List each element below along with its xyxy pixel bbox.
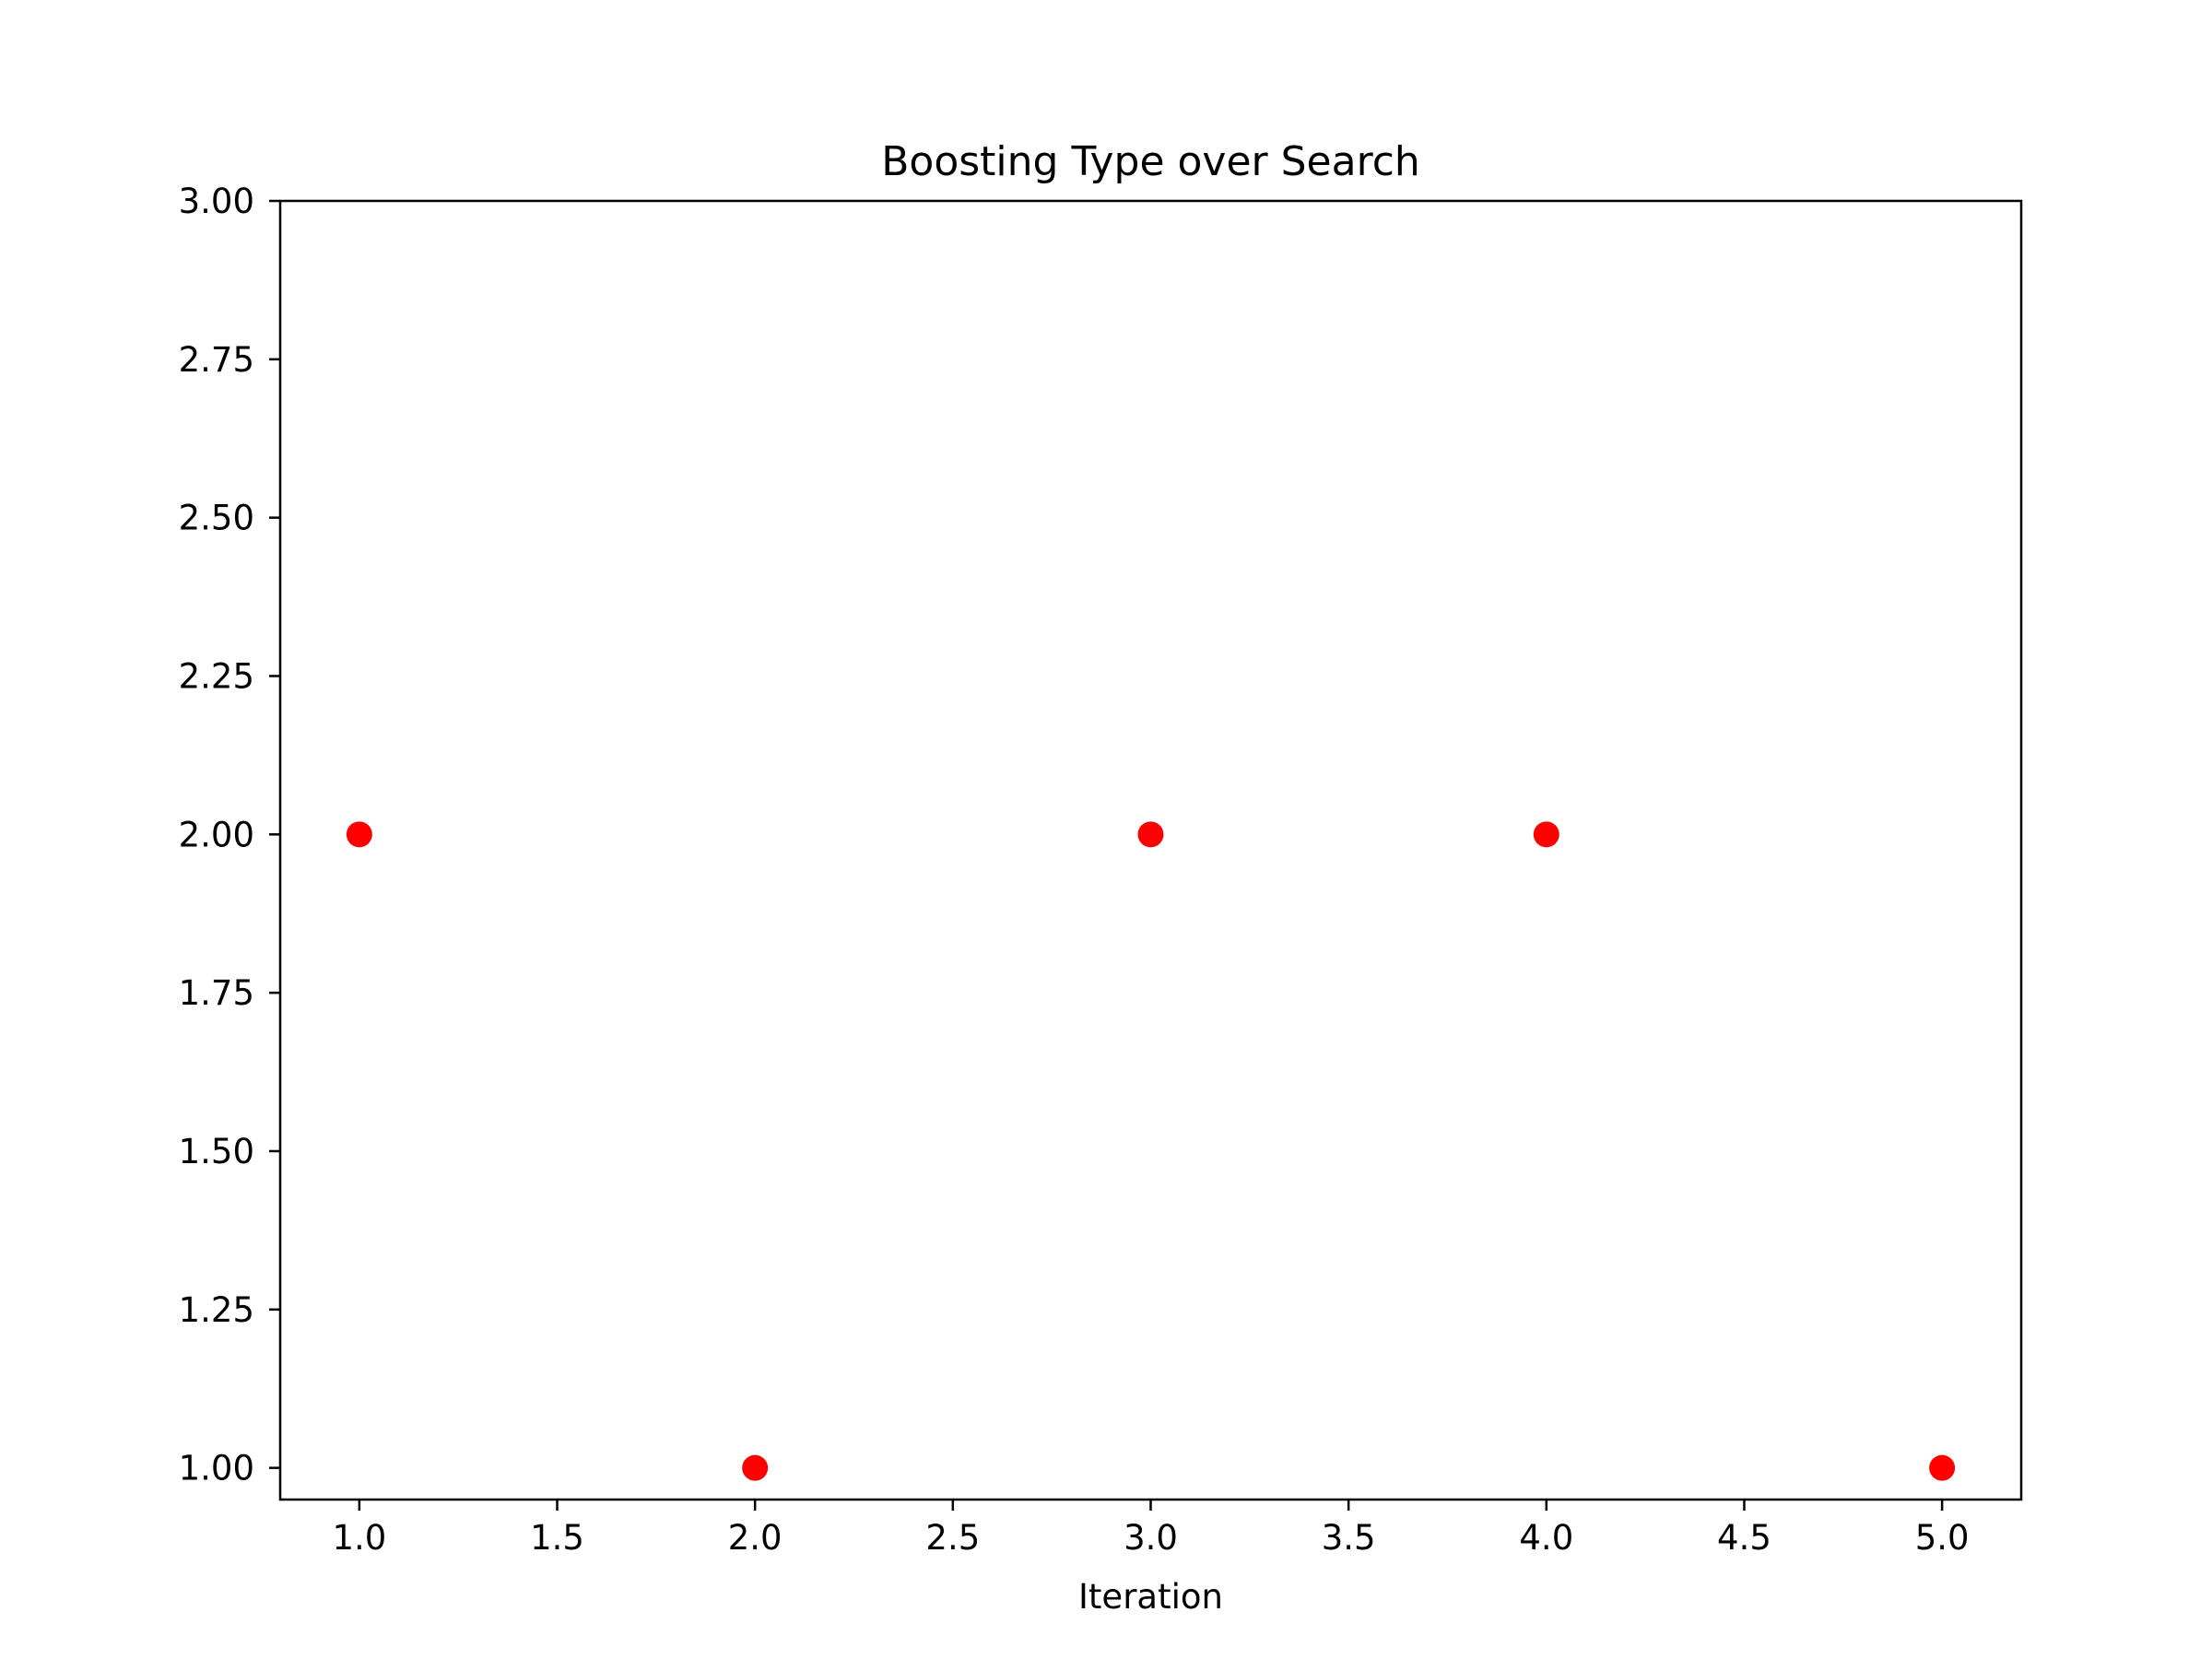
data-point (346, 821, 372, 848)
x-axis-label: Iteration (1078, 1577, 1223, 1617)
data-point (742, 1454, 769, 1481)
chart-title: Boosting Type over Search (881, 138, 1420, 185)
x-tick-label: 2.5 (925, 1518, 980, 1558)
x-tick-label: 5.0 (1915, 1518, 1970, 1558)
x-tick-label: 1.5 (530, 1518, 584, 1558)
y-axis: 1.00 1.25 1.50 1.75 2.00 2.25 2.50 2.75 3.00 (179, 182, 280, 1488)
data-points (346, 821, 1956, 1481)
y-tick-label: 2.25 (179, 656, 254, 696)
x-tick-label: 3.5 (1322, 1518, 1376, 1558)
x-axis: 1.0 1.5 2.0 2.5 3.0 3.5 4.0 4.5 5.0 (332, 1500, 1970, 1558)
x-tick-label: 4.0 (1519, 1518, 1573, 1558)
y-tick-label: 2.75 (179, 340, 254, 380)
y-tick-label: 3.00 (179, 182, 254, 221)
data-point (1137, 821, 1164, 848)
y-tick-label: 1.25 (179, 1290, 254, 1330)
data-point (1533, 821, 1559, 848)
x-tick-label: 4.5 (1717, 1518, 1771, 1558)
x-tick-label: 1.0 (332, 1518, 386, 1558)
y-tick-label: 1.00 (179, 1449, 254, 1488)
x-tick-label: 2.0 (728, 1518, 782, 1558)
x-tick-label: 3.0 (1124, 1518, 1178, 1558)
data-point (1929, 1454, 1956, 1481)
y-tick-label: 2.00 (179, 815, 254, 854)
y-tick-label: 2.50 (179, 499, 254, 538)
y-tick-label: 1.75 (179, 973, 254, 1013)
y-tick-label: 1.50 (179, 1132, 254, 1171)
